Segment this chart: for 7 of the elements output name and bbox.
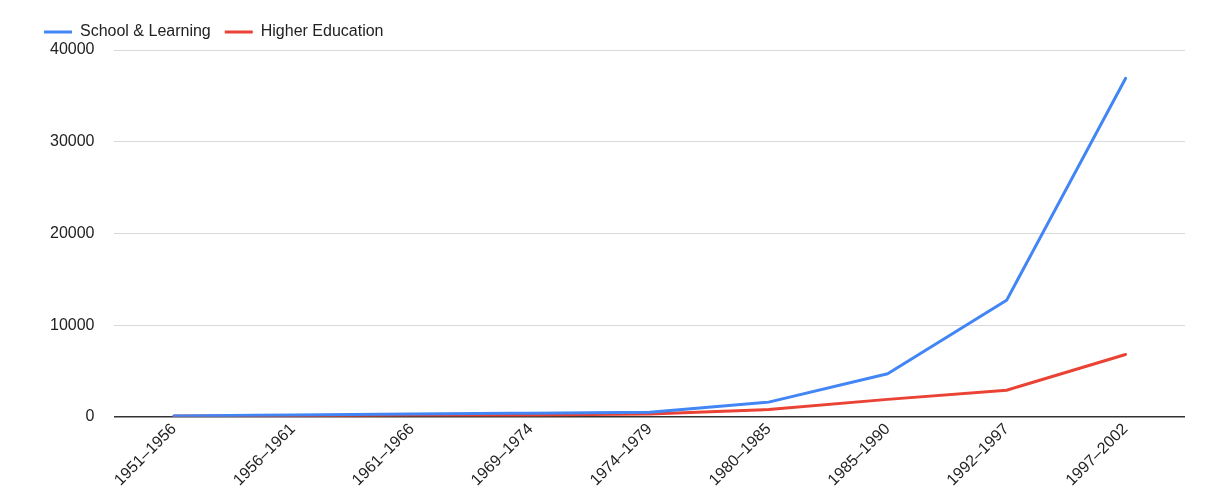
y-tick-label: 0 bbox=[85, 407, 95, 425]
y-tick-label: 20000 bbox=[49, 223, 95, 241]
y-tick-label: 40000 bbox=[49, 40, 95, 58]
y-tick-label: 30000 bbox=[49, 132, 95, 150]
y-tick-label: 10000 bbox=[49, 315, 95, 333]
legend-label: Higher Education bbox=[260, 22, 384, 40]
legend-label: School & Learning bbox=[80, 22, 211, 40]
